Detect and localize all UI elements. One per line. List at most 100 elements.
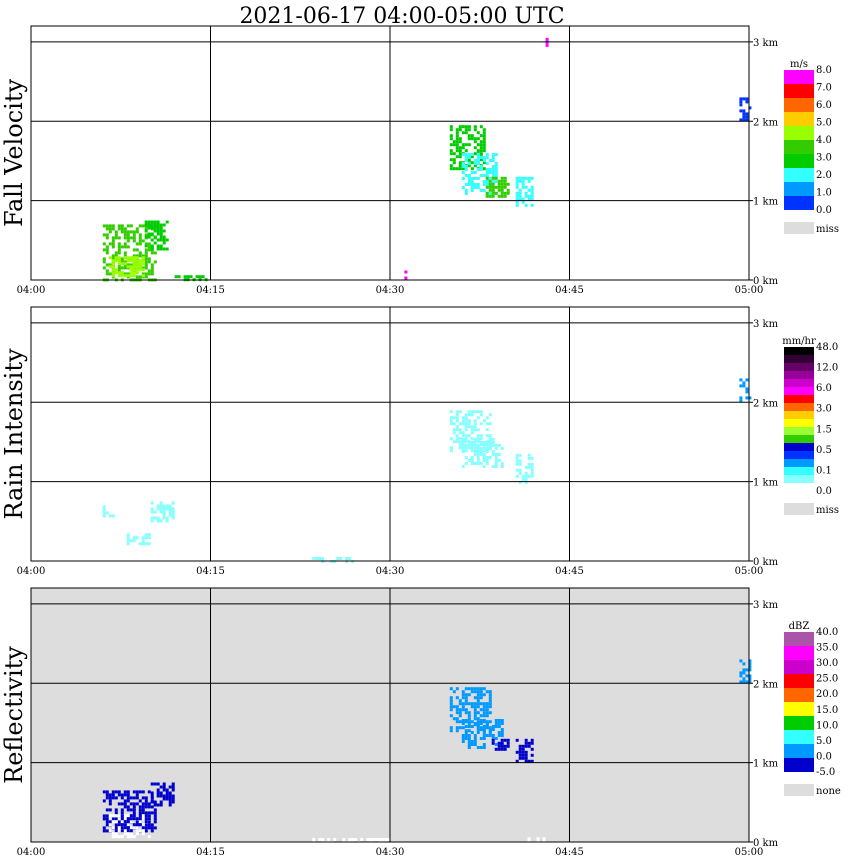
data-cell bbox=[461, 162, 465, 165]
data-cell bbox=[449, 705, 453, 709]
data-cell bbox=[162, 782, 166, 786]
data-cell bbox=[348, 557, 352, 560]
data-cell bbox=[105, 263, 109, 267]
x-tick-label: 04:00 bbox=[17, 566, 46, 577]
data-cell bbox=[485, 450, 489, 453]
data-cell bbox=[105, 236, 109, 240]
data-cell bbox=[195, 275, 199, 279]
data-cell bbox=[464, 440, 468, 444]
data-cell bbox=[473, 696, 477, 700]
data-cell bbox=[123, 832, 127, 836]
data-cell bbox=[162, 788, 166, 792]
data-region bbox=[126, 533, 151, 546]
data-cell bbox=[464, 737, 468, 740]
data-cell bbox=[461, 722, 465, 725]
data-cell bbox=[312, 557, 316, 560]
data-cell bbox=[117, 820, 121, 824]
data-cell bbox=[144, 796, 148, 800]
data-cell bbox=[464, 734, 468, 737]
data-cell bbox=[464, 731, 468, 734]
data-cell bbox=[473, 137, 477, 141]
data-cell bbox=[518, 480, 522, 484]
data-cell bbox=[476, 711, 480, 715]
data-cell bbox=[333, 838, 337, 841]
data-cell bbox=[473, 690, 477, 694]
data-cell bbox=[482, 159, 486, 162]
data-cell bbox=[108, 514, 112, 518]
data-cell bbox=[138, 805, 142, 809]
data-cell bbox=[524, 465, 528, 469]
data-cell bbox=[479, 702, 483, 706]
data-cell bbox=[147, 536, 151, 540]
data-cell bbox=[321, 557, 325, 560]
data-cell bbox=[500, 447, 504, 450]
legend-label: 40.0 bbox=[816, 627, 838, 638]
data-region bbox=[545, 37, 549, 47]
data-cell bbox=[524, 480, 528, 484]
data-cell bbox=[129, 271, 133, 275]
data-cell bbox=[500, 182, 504, 186]
data-cell bbox=[515, 456, 519, 460]
data-cell bbox=[156, 220, 160, 224]
data-cell bbox=[150, 800, 154, 804]
data-cell bbox=[464, 416, 468, 420]
data-cell bbox=[467, 180, 471, 183]
data-cell bbox=[521, 753, 525, 757]
data-cell bbox=[129, 826, 133, 830]
data-cell bbox=[545, 43, 549, 47]
data-cell bbox=[488, 456, 492, 459]
data-cell bbox=[141, 542, 145, 546]
data-cell bbox=[144, 263, 148, 267]
data-cell bbox=[479, 728, 483, 731]
data-cell bbox=[147, 820, 151, 824]
data-cell bbox=[108, 242, 112, 246]
data-cell bbox=[527, 837, 531, 841]
data-cell bbox=[521, 756, 525, 760]
x-tick-label: 05:00 bbox=[735, 566, 764, 577]
data-cell bbox=[132, 233, 136, 237]
data-cell bbox=[467, 740, 471, 743]
data-cell bbox=[530, 753, 534, 757]
data-cell bbox=[479, 146, 483, 150]
data-cell bbox=[162, 504, 166, 508]
data-cell bbox=[467, 443, 471, 447]
data-cell bbox=[171, 510, 175, 514]
data-cell bbox=[111, 814, 115, 818]
data-cell bbox=[521, 747, 525, 751]
data-cell bbox=[135, 832, 139, 836]
data-cell bbox=[129, 268, 133, 272]
data-cell bbox=[470, 431, 474, 435]
data-cell bbox=[530, 474, 534, 478]
data-cell bbox=[147, 220, 151, 224]
data-cell bbox=[123, 820, 127, 824]
data-cell bbox=[745, 378, 749, 382]
data-cell bbox=[102, 814, 106, 818]
data-cell bbox=[473, 152, 477, 156]
data-cell bbox=[144, 820, 148, 824]
data-cell bbox=[123, 829, 127, 833]
data-cell bbox=[455, 717, 459, 721]
panel-0: 04:00 04:15 04:30 04:45 05:000 km 1 km 2 km 3 k… bbox=[0, 25, 839, 296]
data-cell bbox=[467, 693, 471, 697]
data-cell bbox=[479, 737, 483, 740]
data-cell bbox=[476, 720, 480, 724]
data-cell bbox=[455, 437, 459, 441]
data-cell bbox=[449, 422, 453, 426]
data-cell bbox=[135, 230, 139, 234]
data-cell bbox=[488, 179, 492, 183]
data-cell bbox=[159, 803, 163, 807]
data-cell bbox=[129, 274, 133, 278]
data-cell bbox=[488, 693, 492, 697]
data-cell bbox=[156, 244, 160, 248]
data-cell bbox=[488, 734, 492, 737]
data-cell bbox=[150, 796, 154, 800]
y-tick-label: 2 km bbox=[753, 117, 779, 128]
data-cell bbox=[527, 744, 531, 748]
data-cell bbox=[470, 171, 474, 174]
data-cell bbox=[482, 189, 486, 192]
data-cell bbox=[479, 693, 483, 697]
data-cell bbox=[449, 149, 453, 153]
data-cell bbox=[482, 443, 486, 447]
data-cell bbox=[452, 440, 456, 444]
data-cell bbox=[506, 188, 510, 192]
